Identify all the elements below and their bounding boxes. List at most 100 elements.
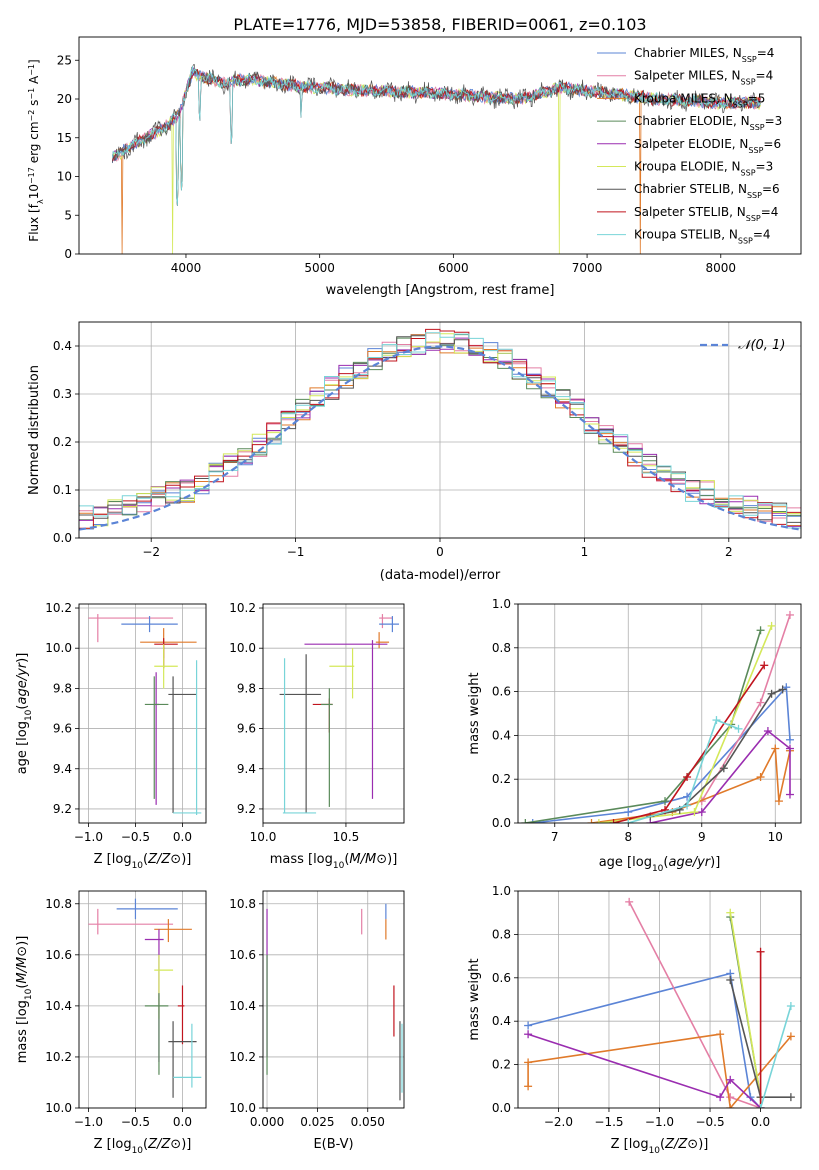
y-tick-label: 20	[57, 92, 72, 106]
x-tick-label: 0.0	[173, 830, 192, 844]
age_vs_mass-plot-area	[263, 604, 404, 823]
label-part: M/M⊙	[349, 852, 387, 867]
legend-suffix: =3	[756, 160, 774, 174]
weight-line	[613, 664, 765, 823]
y-axis-label: Normed distribution	[27, 365, 42, 495]
y-tick-label: 0.2	[53, 435, 72, 449]
spectrum-frame	[78, 36, 802, 255]
legend-suffix: =3	[765, 114, 783, 128]
legend-sub: SSP	[733, 100, 748, 109]
y-tick-label: 0.4	[492, 1014, 511, 1028]
legend-entry: Chabrier ELODIE, NSSP=3	[634, 114, 782, 132]
age_vs_mass-panel: 10.0 10.5 9.2 9.4 9.6 9.8 10.0 10.2 mass [log10(…	[229, 601, 405, 871]
x-tick-label: 10.0	[250, 830, 277, 844]
x-tick-label: −0.5	[121, 830, 150, 844]
label-part: Z [log	[94, 1137, 132, 1152]
x-axis-label: Z [log10(Z/Z⊙)]	[94, 852, 192, 871]
histogram-series	[79, 332, 801, 529]
y-tick-label: 10.4	[229, 999, 256, 1013]
legend-text: Chabrier ELODIE, N	[634, 114, 750, 128]
x-tick-label: −0.5	[695, 1115, 724, 1129]
legend-text: Kroupa STELIB, N	[634, 228, 738, 242]
weight-line	[759, 1005, 792, 1108]
weight-line	[628, 719, 739, 823]
label-part: (	[15, 984, 30, 989]
label-part: )]	[15, 653, 30, 663]
x-tick-label: 8	[624, 830, 632, 844]
y-tick-label: 0.2	[492, 772, 511, 786]
legend-entry: Kroupa ELODIE, NSSP=3	[634, 160, 773, 178]
label-part: mass [log	[15, 1000, 30, 1063]
y-tick-label: 10.0	[45, 641, 72, 655]
legend-suffix: =4	[756, 69, 774, 83]
y-tick-label: 9.6	[53, 722, 72, 736]
mass_weight_vs_age-panel: 7 8 9 10 0.0 0.2 0.4 0.6 0.8 1.0 mass weight age [l…	[467, 597, 802, 874]
label-part: 10	[24, 988, 34, 1000]
y-axis-label: mass weight	[467, 958, 482, 1040]
weight-line	[650, 729, 791, 823]
x-axis-label: Z [log10(Z/Z⊙)]	[611, 1137, 709, 1156]
y-tick-label: 0.3	[53, 387, 72, 401]
label-part: erg cm	[27, 121, 41, 167]
weight-line	[628, 901, 761, 1108]
label-part: )]	[698, 1137, 708, 1152]
label-part: (	[344, 852, 349, 867]
x-tick-label: 8000	[706, 261, 737, 275]
legend-text: Chabrier STELIB, N	[634, 182, 747, 196]
label-part: age [log	[15, 721, 30, 774]
y-tick-label: 0.6	[492, 685, 511, 699]
legend-text: Chabrier MILES, N	[634, 46, 742, 60]
histogram-series	[79, 328, 801, 529]
legend-entry: Chabrier STELIB, NSSP=6	[634, 182, 780, 200]
label-part: Z/Z⊙	[147, 1137, 181, 1152]
legend-text: Salpeter MILES, N	[634, 69, 741, 83]
legend-entry: Kroupa STELIB, NSSP=4	[634, 228, 771, 246]
mass_vs_EBV-frame	[262, 890, 405, 1109]
y-tick-label: 10	[57, 170, 72, 184]
y-tick-label: 10.2	[45, 1050, 72, 1064]
y-tick-label: 10.2	[229, 601, 256, 615]
y-tick-label: 1.0	[492, 597, 511, 611]
legend-sub: SSP	[746, 213, 761, 222]
x-tick-label: −2.0	[544, 1115, 573, 1129]
x-axis-label: wavelength [Angstrom, rest frame]	[326, 283, 555, 298]
x-tick-label: 9	[698, 830, 706, 844]
y-axis-label: mass weight	[467, 672, 482, 754]
x-tick-label: 0.0	[751, 1115, 770, 1129]
y-tick-label: 9.8	[53, 681, 72, 695]
age_vs_Z-frame	[78, 603, 207, 824]
label-part: M/M⊙	[15, 946, 30, 984]
x-tick-label: 7000	[572, 261, 603, 275]
legend-sub: SSP	[741, 168, 756, 177]
label-part: )]	[181, 852, 191, 867]
mass_vs_Z-frame	[78, 890, 207, 1109]
label-part: Z/Z⊙	[664, 1137, 698, 1152]
weight-line	[532, 685, 791, 823]
mass_vs_EBV-plot-area	[263, 891, 404, 1108]
spectrum-panel: 4000 5000 6000 7000 8000 0 5 10 15 20 25 wavelength…	[27, 36, 802, 298]
mass_vs_Z-panel: −1.0 −0.5 0.010.010.210.410.610.8Z [log10(…	[15, 890, 207, 1156]
x-tick-label: −0.5	[121, 1115, 150, 1129]
label-part: −1	[27, 64, 36, 76]
x-tick-label: 5000	[304, 261, 335, 275]
y-tick-label: 10.6	[229, 948, 256, 962]
label-part: λ	[36, 199, 45, 204]
legend-suffix: =5	[748, 91, 766, 105]
mass_weight_vs_age-frame	[517, 603, 802, 824]
x-tick-label: 1	[581, 545, 589, 559]
label-part: 10	[27, 184, 41, 199]
label-part: s	[27, 100, 41, 110]
y-tick-label: 0.0	[53, 531, 72, 545]
y-tick-label: 9.8	[237, 681, 256, 695]
x-tick-label: 0.000	[250, 1115, 284, 1129]
legend-text: Salpeter ELODIE, N	[634, 137, 748, 151]
label-part: −17	[27, 167, 36, 184]
label-part: (	[143, 852, 148, 867]
y-tick-label: 10.8	[229, 897, 256, 911]
label-part: 10	[649, 1146, 661, 1156]
y-tick-label: 10.0	[45, 1101, 72, 1115]
y-tick-label: 10.4	[45, 999, 72, 1013]
spectrum-plot-area	[112, 64, 761, 254]
y-tick-label: 0	[64, 247, 72, 261]
